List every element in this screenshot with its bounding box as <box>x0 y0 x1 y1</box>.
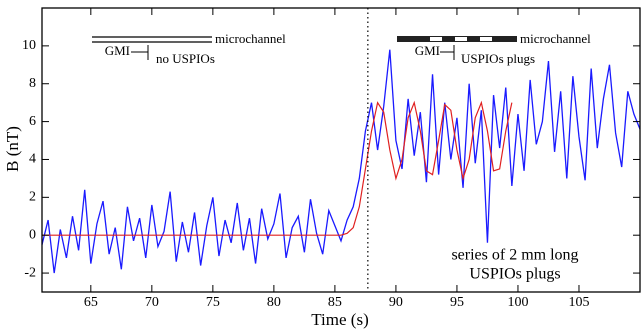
x-tick-label: 80 <box>267 295 281 310</box>
y-tick-label: 2 <box>29 190 36 205</box>
x-tick-label: 95 <box>450 295 464 310</box>
x-axis-label: Time (s) <box>311 310 368 329</box>
schematic-right <box>397 36 517 60</box>
x-tick-label: 105 <box>568 295 589 310</box>
y-tick-label: 8 <box>29 76 36 91</box>
annotation: GMI <box>105 43 130 58</box>
x-tick-label: 85 <box>328 295 342 310</box>
annotation: series of 2 mm long <box>451 247 578 264</box>
y-tick-label: 6 <box>29 114 36 129</box>
data-line <box>41 49 641 274</box>
y-tick-label: 4 <box>29 152 36 167</box>
y-tick-label: -2 <box>24 265 36 280</box>
x-tick-label: 70 <box>145 295 159 310</box>
annotation: no USPIOs <box>156 51 215 66</box>
annotation: USPIOs plugs <box>461 51 535 66</box>
x-tick-label: 90 <box>389 295 403 310</box>
annotation: GMI <box>415 43 440 58</box>
schematic-left <box>92 36 212 60</box>
y-axis-label: B (nT) <box>3 126 22 172</box>
annotation: USPIOs plugs <box>469 266 560 283</box>
annotation: microchannel <box>520 31 591 46</box>
data-line <box>42 100 513 236</box>
x-tick-label: 65 <box>84 295 98 310</box>
x-tick-label: 100 <box>507 295 528 310</box>
annotation: microchannel <box>215 31 286 46</box>
plot-frame <box>41 7 641 293</box>
y-tick-label: 10 <box>22 38 36 53</box>
x-tick-label: 75 <box>206 295 220 310</box>
y-tick-label: 0 <box>29 227 36 242</box>
